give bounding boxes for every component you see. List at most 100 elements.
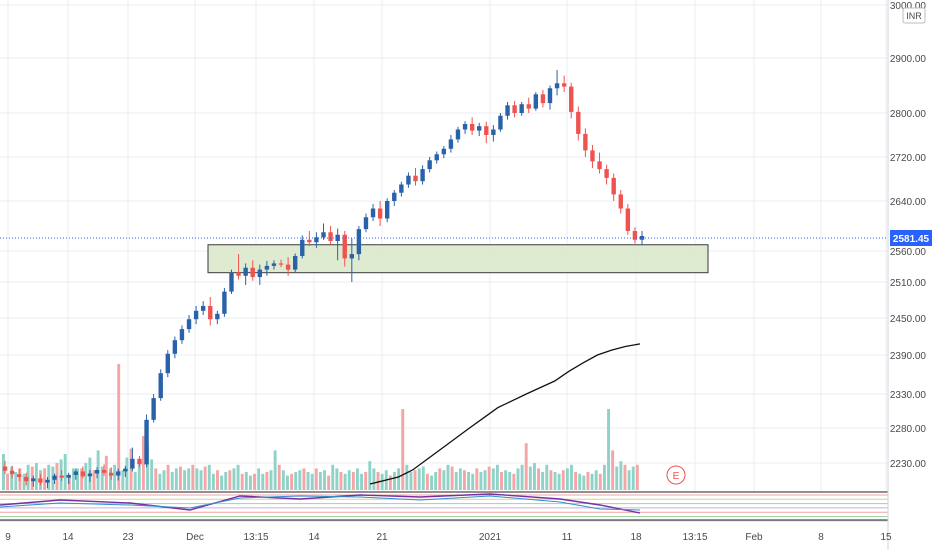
volume-bar	[2, 454, 5, 490]
candle-body	[611, 177, 616, 195]
candle-body	[618, 194, 623, 209]
candle-body	[87, 473, 93, 477]
candle-body	[151, 398, 156, 420]
candle-body	[370, 208, 376, 218]
volume-bar	[351, 472, 355, 490]
candle-body	[491, 129, 496, 135]
volume-bar	[290, 473, 294, 490]
volume-bar	[446, 464, 450, 490]
volume-bar	[92, 470, 96, 490]
time-axis-tick-label: 23	[122, 532, 134, 543]
candle-body	[363, 217, 369, 230]
volume-bar	[113, 464, 117, 490]
volume-bar	[125, 457, 129, 490]
volume-bar	[137, 464, 141, 490]
candle-body	[455, 129, 461, 140]
oscillator-line-secondary	[0, 495, 641, 511]
time-axis-tick-label: Feb	[745, 532, 763, 543]
volume-bar	[421, 466, 425, 490]
volume-bar	[294, 472, 298, 490]
price-axis-tick-label: 2900.00	[890, 54, 927, 65]
candle-body	[314, 237, 319, 243]
volume-bar	[306, 472, 310, 490]
candle-body	[66, 474, 71, 478]
volume-bar	[417, 468, 421, 490]
volume-bar	[565, 468, 569, 490]
volume-bar	[393, 472, 396, 490]
volume-bar	[269, 470, 273, 490]
candle-body	[484, 126, 489, 135]
candle-body	[200, 306, 206, 311]
volume-bar	[220, 475, 224, 490]
volume-bar	[174, 468, 178, 490]
candle-body	[561, 83, 567, 87]
candle-body	[9, 470, 15, 475]
volume-bar	[236, 464, 240, 490]
support-zone[interactable]	[207, 244, 709, 274]
volume-bar	[372, 468, 376, 490]
candle-body	[406, 175, 411, 185]
candle-body	[73, 471, 78, 475]
volume-bar	[14, 472, 18, 490]
currency-badge[interactable]	[902, 7, 926, 24]
volume-bar	[463, 470, 466, 490]
volume-bar	[368, 461, 372, 490]
volume-bar	[425, 473, 429, 490]
volume-bar	[76, 468, 80, 490]
candle-body	[158, 373, 163, 399]
volume-bar	[528, 466, 532, 490]
candle-body	[264, 265, 270, 270]
volume-bar	[360, 473, 364, 490]
volume-bar	[187, 468, 191, 490]
earnings-marker-icon[interactable]	[666, 465, 686, 485]
volume-bar	[244, 472, 248, 490]
last-price-tag	[890, 230, 932, 246]
volume-bar	[532, 463, 536, 490]
volume-bar	[34, 463, 38, 490]
candle-body	[441, 148, 447, 155]
volume-bar	[471, 473, 475, 490]
volume-bar	[335, 468, 339, 490]
candle-body	[250, 267, 255, 278]
volume-bar	[524, 443, 528, 490]
volume-bar	[442, 470, 446, 490]
volume-bar	[491, 468, 495, 490]
volume-bar	[339, 472, 343, 490]
volume-bar	[504, 470, 508, 490]
volume-bar	[615, 466, 619, 490]
volume-bar	[121, 470, 125, 490]
volume-bar	[63, 454, 67, 490]
last-price-label: 2581.45	[893, 234, 930, 245]
volume-bar	[104, 455, 108, 490]
candle-body	[328, 232, 333, 241]
candle-body	[576, 111, 581, 134]
candle-body	[540, 94, 546, 104]
volume-bar	[203, 466, 207, 490]
volume-bar	[286, 475, 289, 490]
volume-bar	[183, 470, 187, 490]
volume-bar	[380, 473, 384, 490]
candle-body	[130, 458, 135, 469]
candle-body	[172, 340, 178, 354]
volume-bar	[355, 468, 359, 490]
volume-bar	[458, 468, 462, 490]
candle-body	[193, 310, 199, 320]
volume-bar	[561, 470, 565, 490]
volume-bar	[347, 470, 351, 490]
candle-body	[243, 267, 248, 276]
volume-bar	[590, 473, 594, 490]
volume-bar	[495, 464, 499, 490]
volume-bar	[619, 461, 623, 490]
candle-body	[590, 150, 595, 162]
volume-bar	[582, 475, 586, 490]
time-axis-tick-label: 21	[376, 532, 388, 543]
volume-bar	[397, 468, 401, 490]
volume-bar	[434, 472, 438, 490]
volume-bar	[623, 464, 627, 490]
volume-bar	[479, 472, 483, 490]
price-axis-tick-label: 2330.00	[890, 390, 927, 401]
time-axis-tick-label: 9	[5, 532, 11, 543]
candle-body	[583, 133, 588, 151]
volume-bar	[310, 473, 314, 490]
